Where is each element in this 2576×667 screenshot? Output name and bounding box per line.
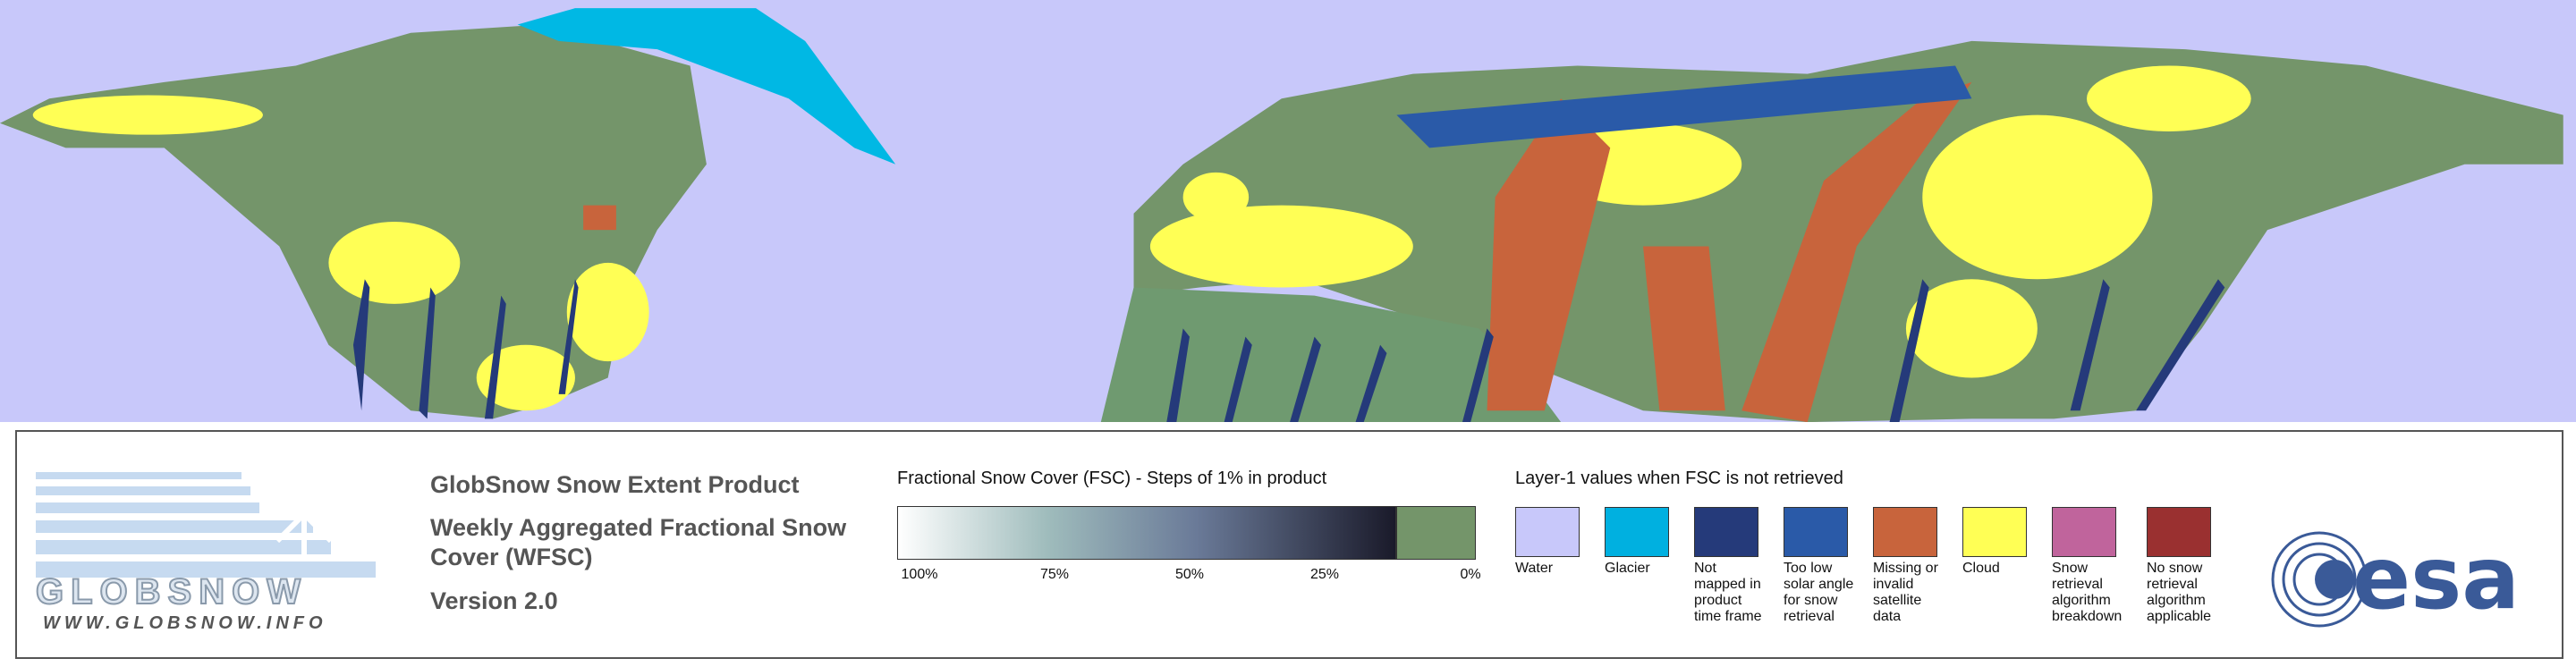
legend-swatch — [2147, 507, 2211, 557]
legend-label: No snow retrieval algorithm applicable — [2147, 561, 2212, 624]
legend-label: Too low solar angle for snow retrieval — [1784, 561, 1854, 624]
product-subtitle: Weekly Aggregated Fractional Snow Cover … — [430, 514, 847, 570]
fsc-label: 0% — [1460, 567, 1481, 582]
fsc-title: Fractional Snow Cover (FSC) - Steps of 1… — [897, 469, 1327, 488]
fsc-gradient — [897, 506, 1396, 560]
legend-swatch — [1962, 507, 2027, 557]
legend-swatch — [1784, 507, 1848, 557]
logo-url: WWW.GLOBSNOW.INFO — [43, 613, 327, 633]
legend-label: Not mapped in product time frame — [1694, 561, 1762, 624]
fsc-label: 75% — [1039, 567, 1070, 582]
legend-label: Glacier — [1605, 561, 1650, 576]
product-title: GlobSnow Snow Extent Product — [430, 471, 800, 498]
fsc-label: 50% — [1174, 567, 1205, 582]
legend-swatch — [1694, 507, 1758, 557]
logo-name: GLOBSNOW — [35, 571, 308, 612]
legend-label: Cloud — [1962, 561, 2000, 576]
legend-swatch — [2052, 507, 2116, 557]
globsnow-logo — [36, 472, 376, 578]
legend-panel — [15, 430, 2563, 659]
esa-name: esa — [2352, 528, 2520, 629]
product-version: Version 2.0 — [430, 587, 558, 614]
map — [0, 0, 2576, 422]
esa-logo: esa — [2271, 528, 2520, 629]
fsc-label: 25% — [1309, 567, 1340, 582]
legend-label: Water — [1515, 561, 1554, 576]
legend-swatch — [1605, 507, 1669, 557]
legend-swatch — [1873, 507, 1937, 557]
fsc-zero — [1396, 506, 1476, 560]
land — [0, 8, 2563, 422]
layer1-title: Layer-1 values when FSC is not retrieved — [1515, 469, 1843, 488]
legend-label: Missing or invalid satellite data — [1873, 561, 1938, 624]
legend-swatch — [1515, 507, 1580, 557]
fsc-label: 100% — [901, 567, 938, 582]
legend-label: Snow retrieval algorithm breakdown — [2052, 561, 2123, 624]
